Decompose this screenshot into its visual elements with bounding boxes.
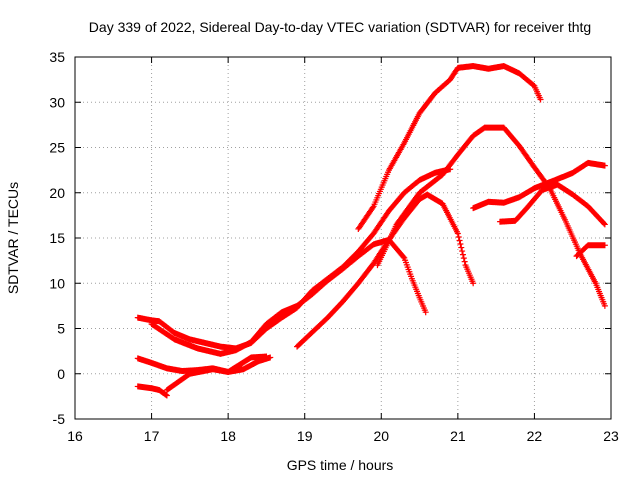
axis-ticks: 16 17 18 19 20 21 22 23 -5 0 5 10 15 20 25 30 35 <box>49 49 619 444</box>
y-axis-label: SDTVAR / TECUs <box>5 182 21 294</box>
series-track-8 <box>374 124 608 309</box>
series-track-5 <box>148 236 429 357</box>
y-tick-label: 10 <box>49 275 65 291</box>
series-markers <box>134 383 170 399</box>
y-tick-label: 5 <box>57 321 65 337</box>
series-track-9 <box>470 159 608 212</box>
y-tick-label: -5 <box>53 411 66 427</box>
chart-title: Day 339 of 2022, Sidereal Day-to-day VTE… <box>89 19 591 35</box>
x-tick-label: 22 <box>527 428 543 444</box>
grid <box>75 57 611 419</box>
y-tick-label: 25 <box>49 140 65 156</box>
series-markers <box>374 124 608 309</box>
series-track-11 <box>573 242 608 260</box>
series-track-3 <box>134 383 170 399</box>
y-tick-label: 15 <box>49 230 65 246</box>
y-tick-label: 20 <box>49 185 65 201</box>
data-layer <box>134 63 608 399</box>
x-tick-label: 18 <box>220 428 236 444</box>
x-tick-label: 23 <box>603 428 619 444</box>
series-markers <box>496 181 608 228</box>
x-tick-label: 19 <box>297 428 313 444</box>
x-tick-label: 20 <box>373 428 389 444</box>
series-track-10 <box>496 181 608 228</box>
y-tick-label: 30 <box>49 94 65 110</box>
series-track-6 <box>294 191 477 350</box>
y-tick-label: 0 <box>57 366 65 382</box>
x-tick-label: 21 <box>450 428 466 444</box>
series-markers <box>470 159 608 212</box>
x-tick-label: 16 <box>67 428 83 444</box>
y-tick-label: 35 <box>49 49 65 65</box>
series-markers <box>573 242 608 260</box>
series-markers <box>294 191 477 350</box>
series-markers <box>163 353 270 394</box>
series-markers <box>148 236 429 357</box>
series-track-7 <box>355 63 544 232</box>
series-markers <box>355 63 544 232</box>
series-track-4 <box>163 353 270 394</box>
x-tick-label: 17 <box>144 428 160 444</box>
x-axis-label: GPS time / hours <box>287 457 394 473</box>
